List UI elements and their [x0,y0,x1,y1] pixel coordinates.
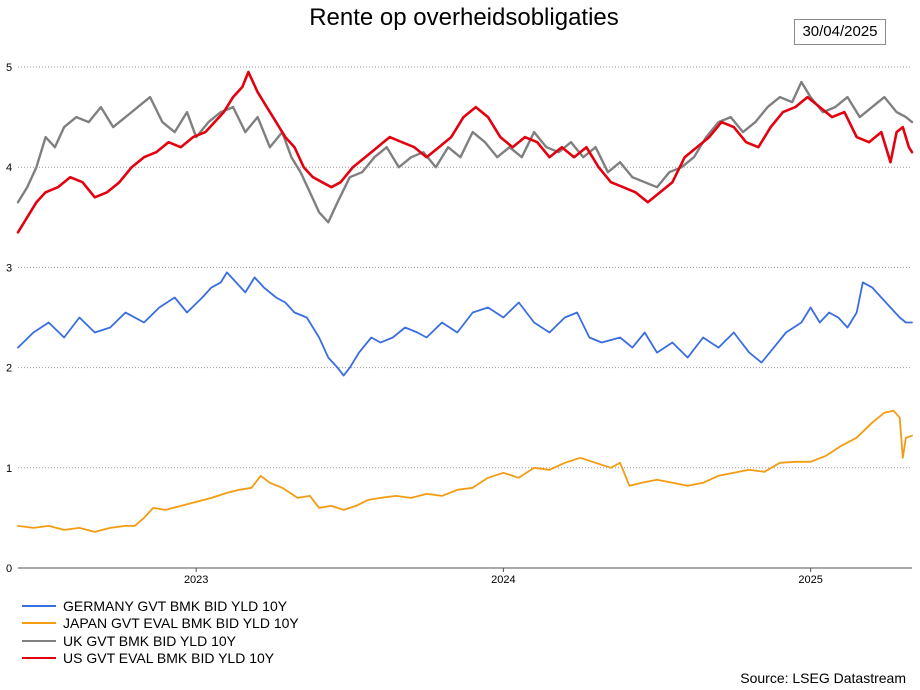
series-line-2 [16,80,914,224]
series-line-1 [17,409,913,533]
y-tick-label: 1 [6,463,12,475]
chart-title: Rente op overheidsobligaties [309,4,619,31]
y-tick-label: 3 [6,262,12,274]
gridlines [18,66,912,469]
legend-label-germany: GERMANY GVT BMK BID YLD 10Y [63,597,288,614]
legend-label-japan: JAPAN GVT EVAL BMK BID YLD 10Y [63,615,299,632]
legend-swatch-uk [22,639,56,642]
x-tick-label: 2023 [184,574,208,586]
legend-swatch-germany [22,604,56,607]
series-line-0 [17,271,913,377]
x-tick-label: 2025 [798,574,822,586]
series-lines [16,70,914,533]
legend-swatch-japan [22,622,56,625]
legend-label-us: US GVT EVAL BMK BID YLD 10Y [63,650,275,667]
legend-swatch-us [22,657,56,660]
series-line-3 [16,70,914,234]
legend: GERMANY GVT BMK BID YLD 10Y JAPAN GVT EV… [22,597,299,667]
y-tick-label: 4 [6,162,12,174]
legend-item-germany: GERMANY GVT BMK BID YLD 10Y [22,597,299,615]
y-tick-label: 0 [6,563,12,575]
legend-label-uk: UK GVT BMK BID YLD 10Y [63,632,236,649]
legend-item-us: US GVT EVAL BMK BID YLD 10Y [22,650,299,668]
date-label: 30/04/2025 [794,19,886,45]
source-note: Source: LSEG Datastream [740,670,906,686]
legend-item-japan: JAPAN GVT EVAL BMK BID YLD 10Y [22,615,299,633]
y-tick-label: 2 [6,363,12,375]
chart-plot: 0 1 2 3 4 5 2023 2024 2025 [6,62,914,586]
x-tick-label: 2024 [491,574,515,586]
y-tick-label: 5 [6,62,12,74]
legend-item-uk: UK GVT BMK BID YLD 10Y [22,632,299,650]
axes: 0 1 2 3 4 5 2023 2024 2025 [6,62,912,586]
